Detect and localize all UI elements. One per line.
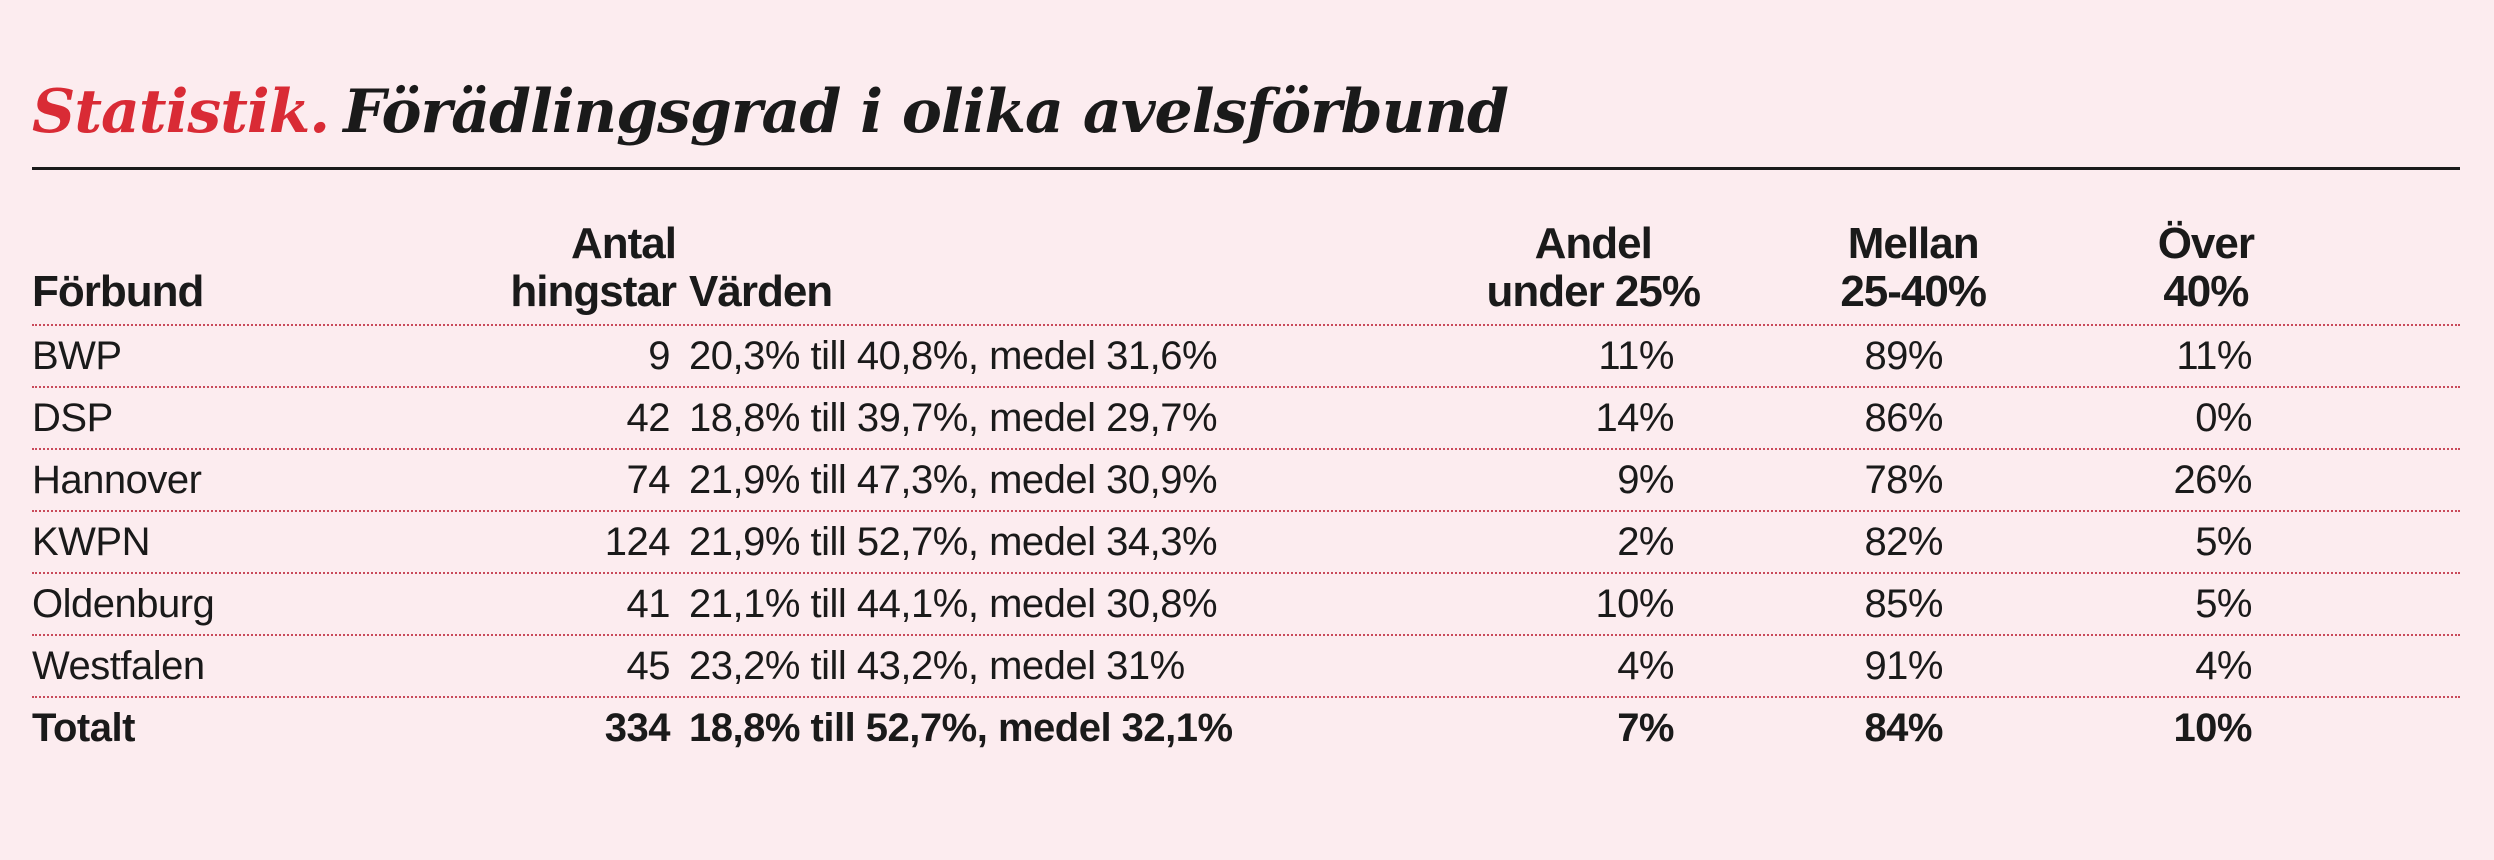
cell-varden: 23,2% till 43,2%, medel 31%	[689, 644, 1185, 688]
cell-mellan: 91%	[1864, 644, 1943, 688]
cell-forbund: KWPN	[32, 520, 151, 564]
cell-antal: 45	[626, 644, 671, 688]
cell-mellan: 89%	[1864, 334, 1943, 378]
cell-varden: 18,8% till 39,7%, medel 29,7%	[689, 396, 1218, 440]
header-antal-line2: hingstar	[510, 267, 677, 316]
cell-andel: 7%	[1617, 706, 1674, 750]
cell-varden: 21,1% till 44,1%, medel 30,8%	[689, 582, 1218, 626]
header-mellan-line2: 25-40%	[1840, 267, 1987, 316]
header-varden: Värden	[689, 267, 833, 316]
cell-forbund: Oldenburg	[32, 582, 215, 626]
cell-over: 26%	[2173, 458, 2252, 502]
table-row: KWPN 124 21,9% till 52,7%, medel 34,3% 2…	[32, 512, 2460, 574]
cell-andel: 11%	[1598, 334, 1674, 378]
cell-forbund: Westfalen	[32, 644, 205, 688]
cell-over: 10%	[2173, 706, 2252, 750]
table-row: Hannover 74 21,9% till 47,3%, medel 30,9…	[32, 450, 2460, 512]
cell-antal: 41	[626, 582, 671, 626]
table-row-total: Totalt 334 18,8% till 52,7%, medel 32,1%…	[32, 698, 2460, 758]
header-over-line2: 40%	[2163, 267, 2249, 316]
cell-over: 11%	[2176, 334, 2252, 378]
statistics-table: Förbund Antal hingstar Värden Andel unde…	[32, 200, 2460, 758]
cell-mellan: 85%	[1864, 582, 1943, 626]
header-antal-line1: Antal	[571, 219, 677, 268]
page-title: Statistik. Förädlingsgrad i olika avelsfö…	[32, 72, 1509, 152]
header-forbund: Förbund	[32, 267, 204, 316]
header-mellan: Mellan 25-40%	[1840, 219, 1987, 316]
cell-mellan: 82%	[1864, 520, 1943, 564]
cell-forbund: DSP	[32, 396, 113, 440]
cell-over: 4%	[2195, 644, 2252, 688]
cell-varden: 21,9% till 47,3%, medel 30,9%	[689, 458, 1218, 502]
header-over: Över 40%	[2157, 219, 2255, 316]
cell-antal: 334	[604, 706, 671, 750]
cell-mellan: 86%	[1864, 396, 1943, 440]
cell-forbund: Hannover	[32, 458, 202, 502]
cell-forbund: Totalt	[32, 706, 135, 750]
header-andel-line1: Andel	[1534, 219, 1653, 268]
cell-varden: 21,9% till 52,7%, medel 34,3%	[689, 520, 1218, 564]
cell-over: 0%	[2195, 396, 2252, 440]
header-forbund-line2: Förbund	[32, 267, 204, 316]
cell-antal: 124	[604, 520, 671, 564]
cell-over: 5%	[2195, 520, 2252, 564]
cell-andel: 4%	[1617, 644, 1674, 688]
cell-over: 5%	[2195, 582, 2252, 626]
header-andel: Andel under 25%	[1486, 219, 1701, 316]
title-headline: Förädlingsgrad i olika avelsförbund	[343, 77, 1509, 147]
cell-andel: 9%	[1617, 458, 1674, 502]
header-varden-line2: Värden	[689, 267, 833, 316]
cell-antal: 9	[648, 334, 670, 378]
table-row: Oldenburg 41 21,1% till 44,1%, medel 30,…	[32, 574, 2460, 636]
table-row: DSP 42 18,8% till 39,7%, medel 29,7% 14%…	[32, 388, 2460, 450]
table-row: BWP 9 20,3% till 40,8%, medel 31,6% 11% …	[32, 326, 2460, 388]
header-over-line1: Över	[2157, 219, 2255, 268]
cell-varden: 20,3% till 40,8%, medel 31,6%	[689, 334, 1218, 378]
cell-antal: 74	[626, 458, 671, 502]
header-mellan-line1: Mellan	[1847, 219, 1980, 268]
cell-mellan: 78%	[1864, 458, 1943, 502]
title-divider	[32, 167, 2460, 170]
cell-andel: 14%	[1595, 396, 1674, 440]
cell-andel: 2%	[1617, 520, 1674, 564]
cell-mellan: 84%	[1864, 706, 1943, 750]
header-andel-line2: under 25%	[1486, 267, 1701, 316]
title-kicker: Statistik.	[32, 77, 330, 147]
header-antal: Antal hingstar	[510, 219, 677, 316]
cell-andel: 10%	[1595, 582, 1674, 626]
cell-varden: 18,8% till 52,7%, medel 32,1%	[689, 706, 1233, 750]
table-header: Förbund Antal hingstar Värden Andel unde…	[32, 200, 2460, 326]
cell-antal: 42	[626, 396, 671, 440]
table-row: Westfalen 45 23,2% till 43,2%, medel 31%…	[32, 636, 2460, 698]
cell-forbund: BWP	[32, 334, 122, 378]
